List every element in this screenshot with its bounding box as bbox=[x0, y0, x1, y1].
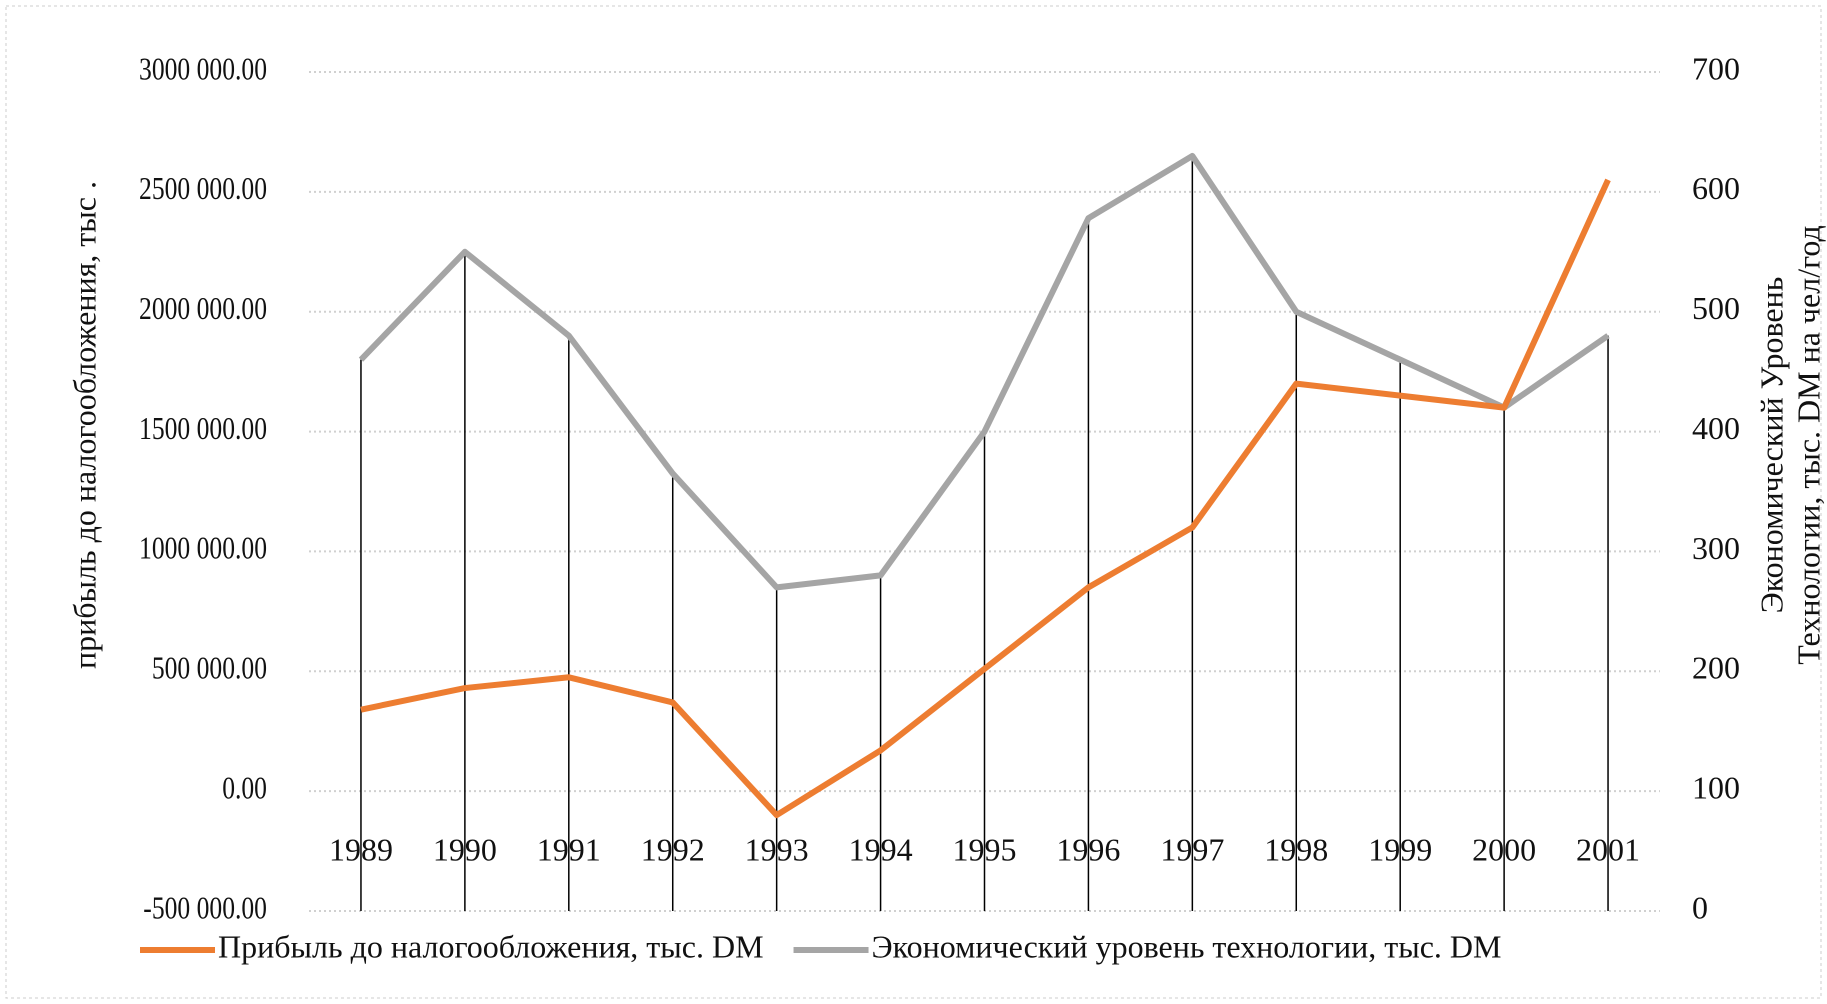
y2-tick-label: 200 bbox=[1692, 650, 1740, 686]
legend-label: Экономический уровень технологии, тыс. D… bbox=[872, 928, 1502, 964]
y2-tick-label: 300 bbox=[1692, 530, 1740, 566]
y2-axis-title: Технологии, тыс. DM на чел/год bbox=[1790, 225, 1826, 665]
y2-tick-label: 100 bbox=[1692, 769, 1740, 805]
y-tick-label: 1500 000.00 bbox=[139, 411, 267, 446]
y-tick-label: -500 000.00 bbox=[143, 891, 267, 926]
legend-label: Прибыль до налогообложения, тыс. DM bbox=[218, 928, 764, 964]
y-tick-label: 3000 000.00 bbox=[139, 52, 267, 87]
y-tick-label: 0.00 bbox=[222, 771, 267, 806]
y2-tick-label: 700 bbox=[1692, 50, 1740, 86]
y-tick-label: 1000 000.00 bbox=[139, 531, 267, 566]
series-line bbox=[358, 152, 1610, 591]
y-axis-title: прибыль до налогообложения, тыс . bbox=[66, 181, 102, 669]
y-tick-label: 2500 000.00 bbox=[139, 172, 267, 207]
y2-tick-label: 400 bbox=[1692, 410, 1740, 446]
y-tick-label: 2000 000.00 bbox=[139, 291, 267, 326]
y2-axis-title: Экономический Уровень bbox=[1753, 277, 1789, 614]
y2-tick-label: 0 bbox=[1692, 889, 1708, 925]
y2-tick-label: 600 bbox=[1692, 170, 1740, 206]
chart-frame bbox=[5, 5, 1822, 999]
y2-tick-label: 500 bbox=[1692, 290, 1740, 326]
y-tick-label: 500 000.00 bbox=[152, 651, 267, 686]
series-line bbox=[360, 178, 1611, 819]
